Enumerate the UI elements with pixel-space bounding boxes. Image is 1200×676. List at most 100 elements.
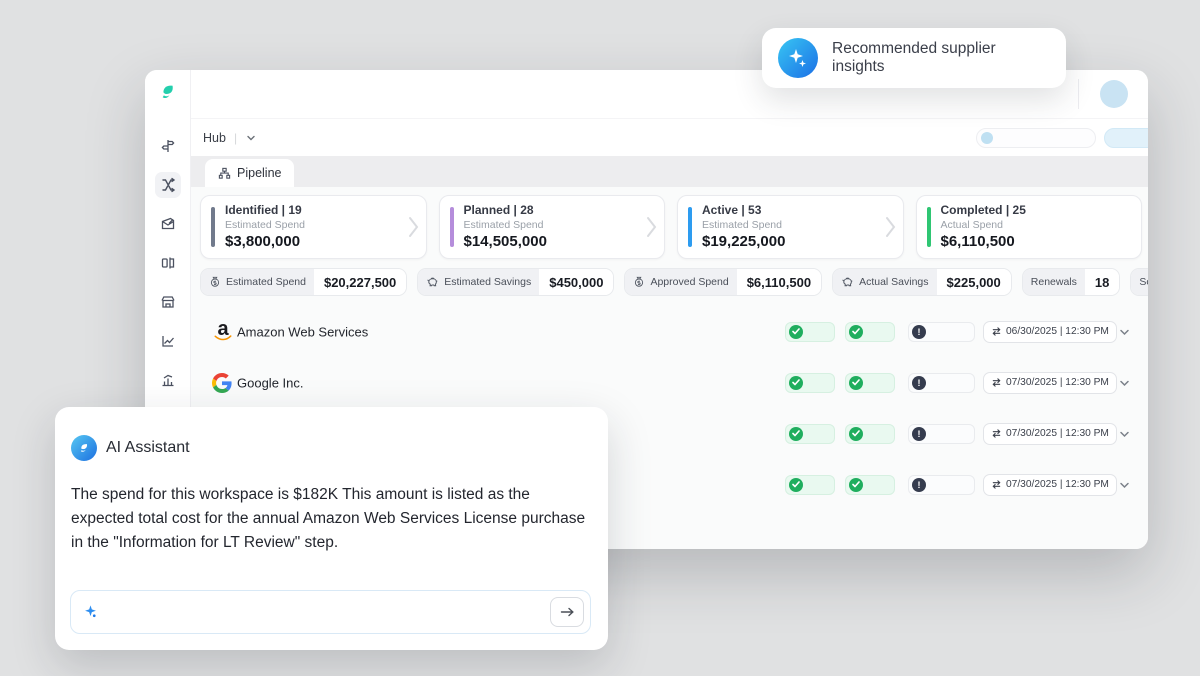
piggy-bank-icon [841,276,854,288]
stage-color-bar [688,207,692,247]
stat-label-segment: Approved Spend [625,269,737,295]
renewal-repeat-icon [992,429,1001,438]
hub-bar: Hub | [191,118,1148,156]
avatar[interactable] [1100,80,1128,108]
chart-line-icon[interactable] [155,328,181,354]
chevron-right-icon [885,217,895,237]
sparkle-icon [85,605,96,618]
stat-label-segment: Renewals [1022,269,1085,295]
stat-value: $6,110,500 [736,269,822,295]
renewal-date-chip[interactable]: 07/30/2025 | 12:30 PM [983,422,1117,445]
status-badge-complete[interactable] [845,372,895,393]
stage-amount: $6,110,500 [940,233,1015,250]
pipeline-stage-card[interactable]: Completed | 25 Actual Spend $6,110,500 [915,195,1142,259]
sidebar-nav [154,133,181,432]
search-placeholder[interactable] [976,128,1096,148]
status-badge-info[interactable]: ! [908,372,975,393]
send-button[interactable] [550,597,584,627]
status-badge-complete[interactable] [845,321,895,342]
ai-assistant-message: The spend for this workspace is $182K Th… [71,486,586,552]
analytics-icon[interactable] [155,367,181,393]
renewal-repeat-icon [992,327,1001,336]
status-badge-info[interactable]: ! [908,321,975,342]
request-icon[interactable] [155,211,181,237]
tab-strip: Pipeline [191,156,1148,187]
status-badge-complete[interactable] [845,423,895,444]
header-divider [1078,79,1079,109]
supplier-name: Google Inc. [237,375,304,390]
status-badge-info[interactable]: ! [908,474,975,495]
recommended-insights-card[interactable]: Recommended supplier insights [762,28,1066,88]
stage-title: Completed | 25 [940,203,1026,217]
amazon-logo-icon: a [212,319,234,344]
pipeline-stage-card[interactable]: Planned | 28 Estimated Spend $14,505,000 [438,195,665,259]
stage-spend-label: Actual Spend [940,219,1003,231]
ai-assistant-card: AI Assistant The spend for this workspac… [55,407,608,650]
supplier-table: a Amazon Web Services ! 06/30/2025 | 12:… [191,306,1148,510]
google-logo-icon [212,372,232,393]
summary-stat: Approved Spend $6,110,500 [624,268,823,296]
status-badge-complete[interactable] [845,474,895,495]
send-arrow-icon [560,607,574,617]
chevron-down-icon[interactable] [1118,376,1131,389]
stage-amount: $3,800,000 [225,233,301,250]
status-badge-complete[interactable] [785,474,835,495]
stat-label-segment: Estimated Spend [201,269,314,295]
status-badge-complete[interactable] [785,423,835,444]
stage-text: Planned | 28 Estimated Spend $14,505,000 [464,203,547,250]
signpost-icon[interactable] [155,133,181,159]
workflow-icon[interactable] [154,172,181,198]
stage-color-bar [449,207,454,247]
ai-assistant-icon [71,435,97,461]
summary-stat: Estimated Savings $450,000 [417,268,615,296]
supplier-row[interactable]: a Amazon Web Services ! 06/30/2025 | 12:… [191,306,1148,357]
status-badge-complete[interactable] [785,321,835,342]
search-icon [981,132,993,144]
stat-label: Approved Spend [650,276,729,288]
renewal-date-chip[interactable]: 07/30/2025 | 12:30 PM [983,371,1117,394]
chevron-down-icon[interactable] [1118,325,1131,338]
stage-spend-label: Estimated Spend [225,219,305,231]
stage-title: Planned | 28 [463,203,534,217]
status-badge-complete[interactable] [785,372,835,393]
stat-label-segment: Actual Savings [833,269,937,295]
renewal-date-chip[interactable]: 07/30/2025 | 12:30 PM [983,473,1117,496]
chevron-down-icon[interactable] [1118,478,1131,491]
chevron-right-icon [408,217,418,237]
kanban-icon[interactable] [155,250,181,276]
stat-value: $450,000 [539,269,614,295]
action-placeholder-button[interactable] [1104,128,1148,148]
supplier-row[interactable]: ! 07/30/2025 | 12:30 PM [191,408,1148,459]
sparkle-icon [778,38,818,78]
status-badge-info[interactable]: ! [908,423,975,444]
stage-color-bar [211,207,215,247]
tab-pipeline[interactable]: Pipeline [205,159,295,187]
insight-label: Recommended supplier insights [832,40,996,75]
pipeline-stages: Identified | 19 Estimated Spend $3,800,0… [200,195,1142,259]
chevron-down-icon[interactable] [1118,427,1131,440]
ai-assistant-header: AI Assistant [71,435,584,461]
tab-pipeline-label: Pipeline [237,166,282,180]
pipeline-stage-card[interactable]: Identified | 19 Estimated Spend $3,800,0… [200,195,427,259]
supplier-row[interactable]: ! 07/30/2025 | 12:30 PM [191,459,1148,510]
pipeline-stage-card[interactable]: Active | 53 Estimated Spend $19,225,000 [677,195,904,259]
summary-stat: Actual Savings $225,000 [832,268,1012,296]
stat-label: Actual Savings [859,276,929,288]
stage-text: Completed | 25 Actual Spend $6,110,500 [941,203,1026,250]
renewal-repeat-icon [992,378,1001,387]
piggy-bank-icon [426,276,439,288]
renewal-date: 07/30/2025 | 12:30 PM [1006,479,1109,490]
stat-label: Sourcing Events [1139,276,1148,288]
money-bag-icon [633,276,645,288]
supplier-row[interactable]: Google Inc. ! 07/30/2025 | 12:30 PM [191,357,1148,408]
stat-label: Renewals [1030,276,1077,288]
zip-logo-icon [157,82,179,111]
renewal-date: 07/30/2025 | 12:30 PM [1006,428,1109,439]
chevron-down-icon[interactable] [245,132,257,144]
ai-assistant-title: AI Assistant [106,439,190,456]
ai-input[interactable] [111,591,550,633]
hub-label[interactable]: Hub [203,130,226,145]
marketplace-icon[interactable] [155,289,181,315]
ai-input-container [70,590,591,634]
renewal-date-chip[interactable]: 06/30/2025 | 12:30 PM [983,320,1117,343]
